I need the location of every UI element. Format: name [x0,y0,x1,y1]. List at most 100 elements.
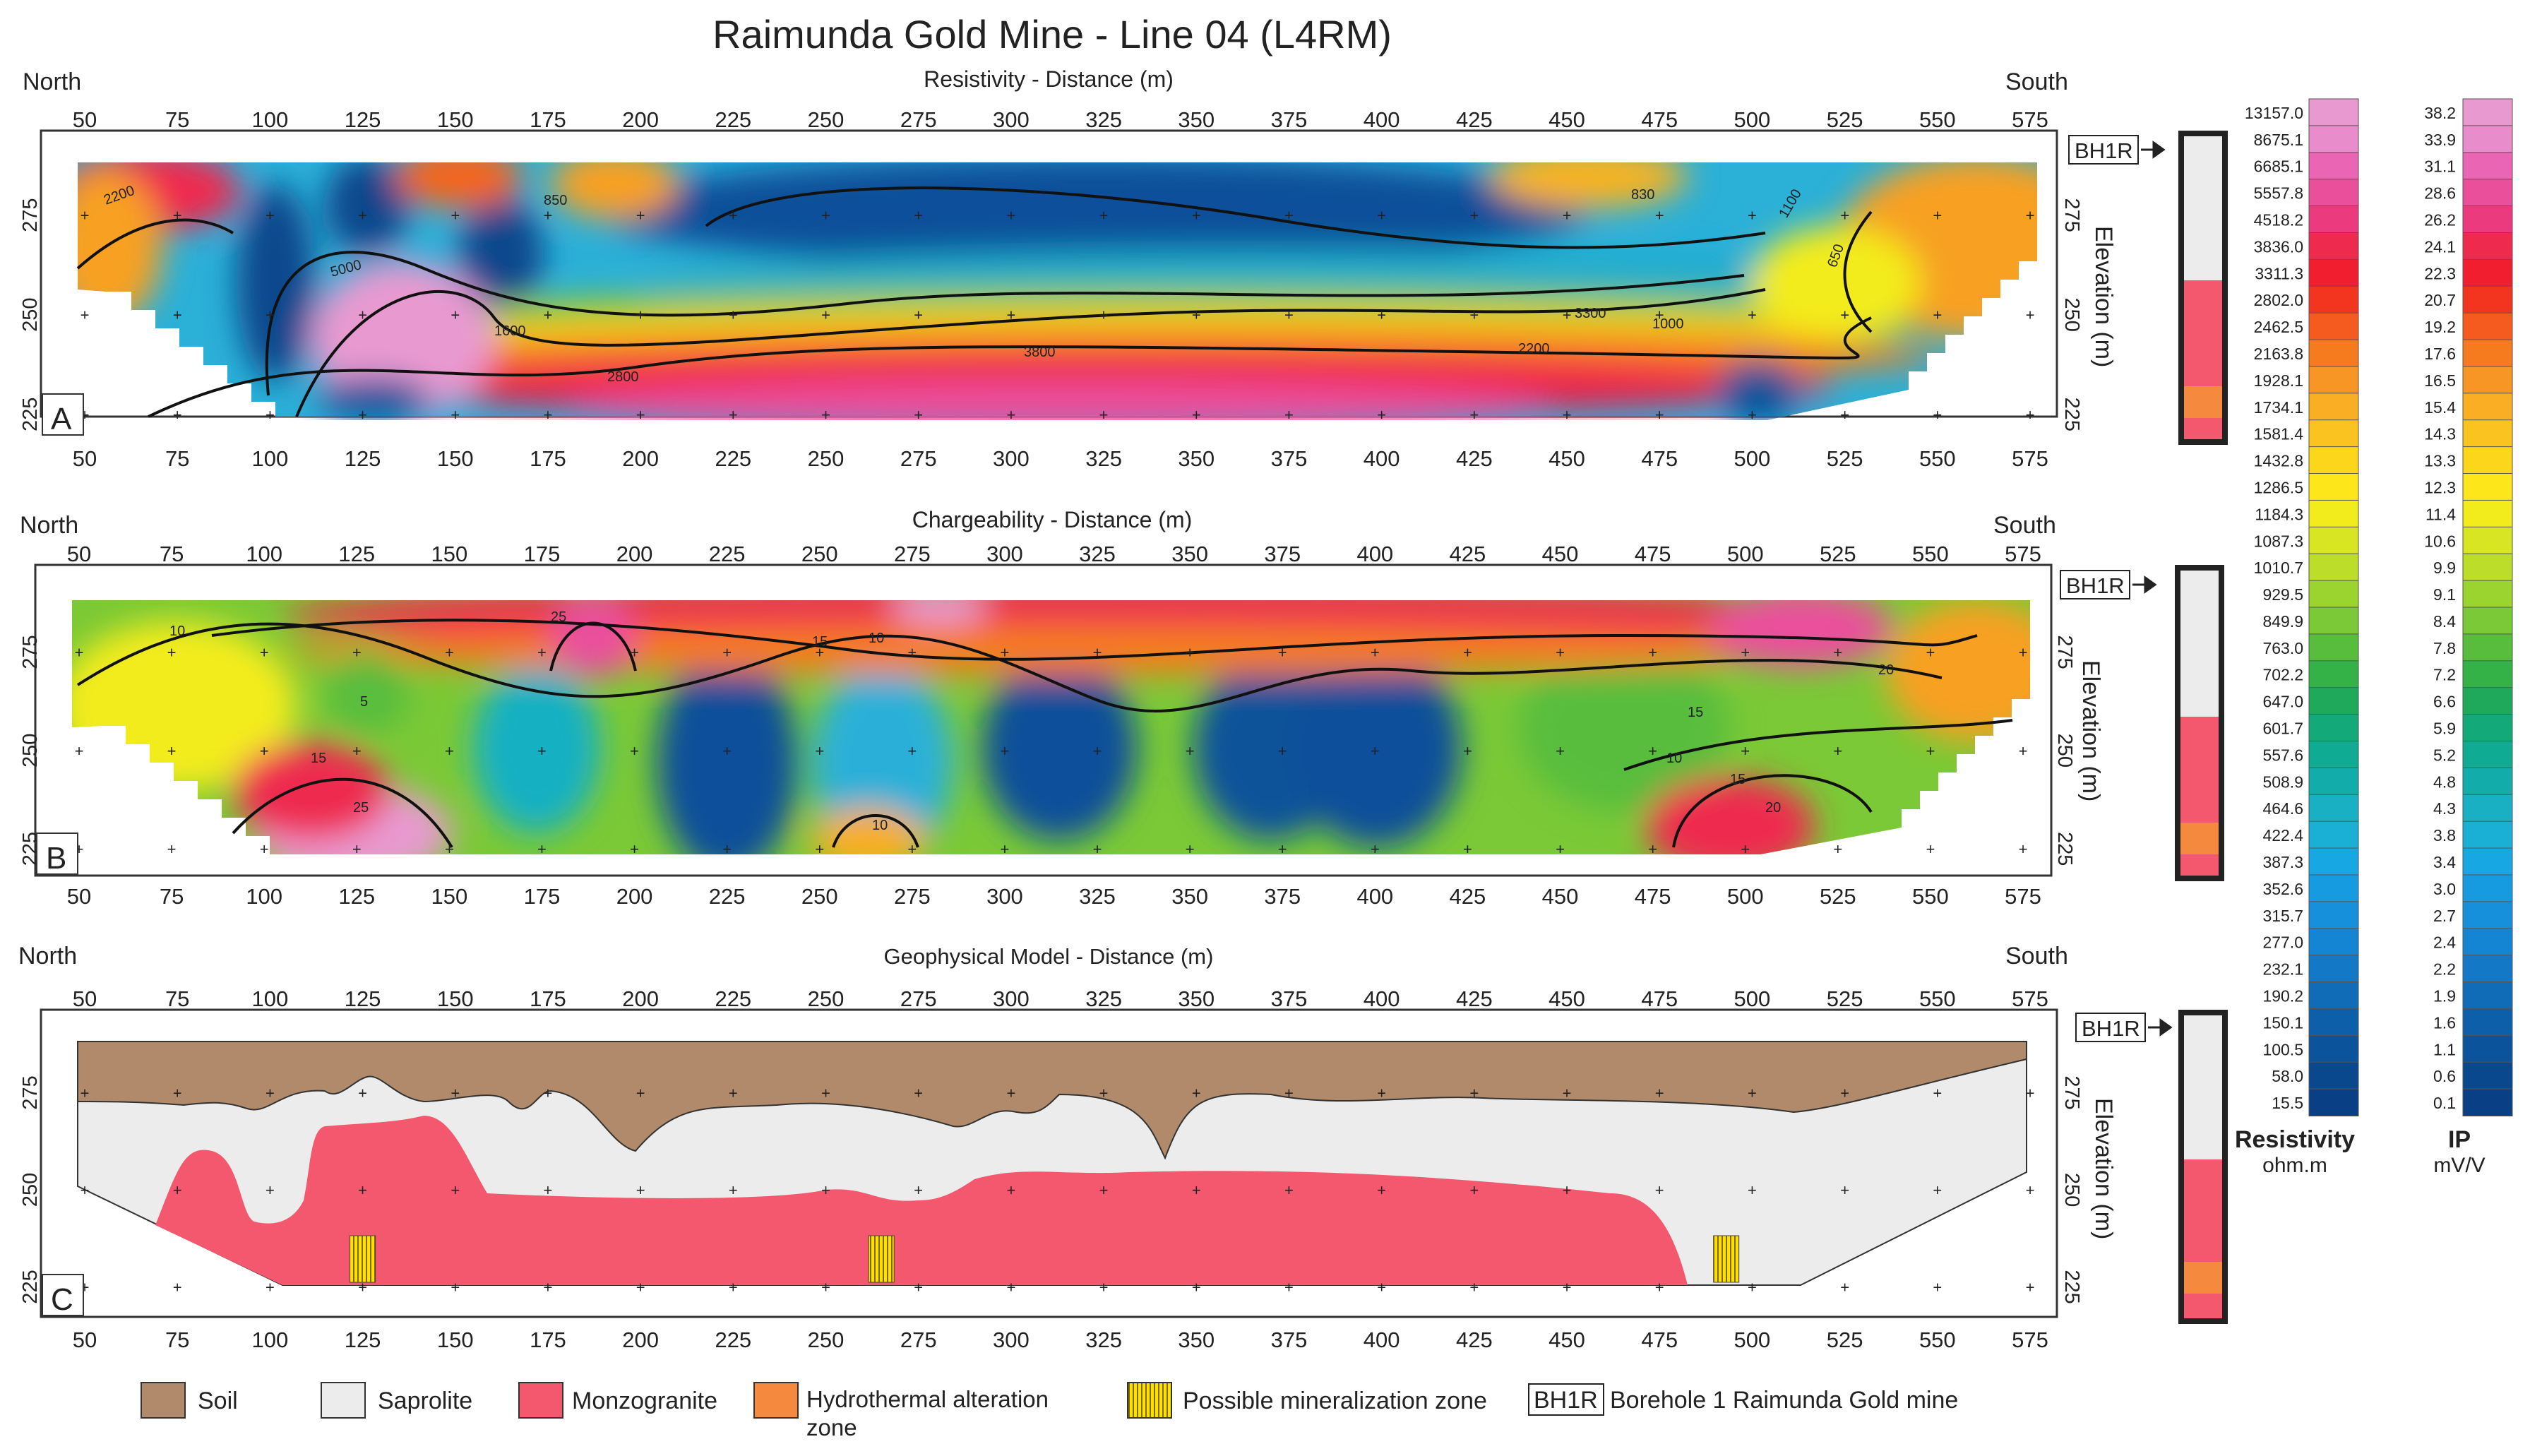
resistivity-label-20: 763.0 [2262,639,2303,657]
contour-label-b-12: 10 [1666,751,1682,766]
y-tick-right-a-0: 225 [2060,398,2083,431]
panel-b-contours [76,619,2013,849]
resistivity-label-3: 5557.8 [2254,184,2303,203]
y-tick-left-c-2: 275 [19,1075,42,1109]
grid-mark-b-16-0: + [1556,840,1565,858]
grid-mark-b-1-1: + [167,742,177,760]
grid-mark-a-0-1: + [80,306,90,324]
ip-swatch-34 [2462,1008,2513,1037]
grid-mark-a-12-1: + [1192,306,1201,324]
contour-label-b-2: 15 [812,634,828,650]
ip-swatch-4 [2462,205,2513,234]
grid-mark-a-11-0: + [1099,406,1109,424]
x-tick-bottom-a-1: 75 [165,446,189,471]
x-tick-bottom-a-17: 475 [1641,446,1678,471]
panel-a-grid-marks: + + + + + + + + + + + + + + + + + + + + + + + + + + + + + + + + + + + + + + + +… [80,207,2035,424]
grid-mark-a-6-1: + [636,306,645,324]
grid-mark-c-4-2: + [450,1085,460,1102]
grid-mark-b-5-0: + [537,840,547,858]
grid-mark-c-11-0: + [1099,1279,1109,1296]
grid-mark-a-1-2: + [173,207,182,225]
x-tick-bottom-c-21: 575 [2012,1327,2048,1352]
grid-mark-a-10-1: + [1006,306,1015,324]
x-tick-top-a-19: 525 [1827,107,1863,132]
panel-a-north-label: North [23,68,81,95]
ip-label-22: 6.6 [2433,693,2456,711]
x-tick-bottom-a-11: 325 [1085,446,1122,471]
grid-mark-b-2-2: + [260,644,269,662]
panel-c-elevation-label: Elevation (m) [2090,1098,2117,1239]
resistivity-label-35: 100.5 [2262,1040,2303,1058]
grid-mark-b-1-0: + [167,840,177,858]
resistivity-colorbar-title: Resistivity [2235,1126,2355,1153]
x-tick-top-c-17: 475 [1641,986,1678,1011]
resistivity-label-24: 557.6 [2262,746,2303,764]
ip-swatch-29 [2462,874,2513,902]
ip-swatch-24 [2462,740,2513,769]
grid-mark-a-9-2: + [914,207,923,225]
grid-mark-b-15-1: + [1463,742,1472,760]
contour-label-b-0: 10 [169,623,185,639]
contour-label-b-5: 15 [311,751,326,766]
ip-label-4: 26.2 [2424,211,2456,229]
x-tick-top-c-16: 450 [1549,986,1585,1011]
legend-swatch-saprolite [321,1382,366,1419]
grid-mark-b-18-1: + [1741,742,1750,760]
panel-c-x-ticks-bottom: 50 75 100 125 150 175 200 225 250 275 300 325 350 375… [73,1327,2048,1352]
grid-mark-c-6-2: + [636,1085,645,1102]
contour-label-b-10: 15 [1730,772,1746,787]
grid-mark-b-14-2: + [1371,644,1380,662]
grid-mark-a-3-2: + [358,207,367,225]
y-tick-left-c-1: 250 [19,1173,42,1207]
x-tick-top-a-5: 175 [530,107,566,132]
x-tick-top-b-17: 475 [1635,542,1671,566]
x-tick-bottom-c-14: 400 [1364,1327,1400,1352]
resistivity-swatch-24 [2308,740,2359,769]
grid-mark-a-12-2: + [1192,207,1201,225]
x-tick-bottom-c-20: 550 [1919,1327,1956,1352]
grid-mark-b-5-2: + [537,644,547,662]
grid-mark-b-9-0: + [907,840,917,858]
x-tick-bottom-a-0: 50 [73,446,97,471]
x-tick-top-c-10: 300 [993,986,1030,1011]
grid-mark-b-0-1: + [75,742,84,760]
panel-a-title: Resistivity - Distance (m) [924,66,1174,92]
grid-mark-b-13-0: + [1278,840,1287,858]
resistivity-swatch-7 [2308,285,2359,314]
x-tick-top-b-16: 450 [1542,542,1579,566]
x-tick-bottom-c-6: 200 [622,1327,659,1352]
grid-mark-c-0-2: + [80,1085,90,1102]
x-tick-bottom-a-19: 525 [1827,446,1863,471]
resistivity-swatch-33 [2308,981,2359,1010]
grid-mark-a-18-1: + [1748,306,1757,324]
resistivity-label-30: 315.7 [2262,907,2303,925]
resistivity-colorbar-swatches [2308,98,2359,1116]
grid-mark-a-13-2: + [1284,207,1294,225]
grid-mark-a-9-0: + [914,406,923,424]
resistivity-swatch-31 [2308,928,2359,956]
resistivity-label-11: 1734.1 [2254,398,2303,417]
x-tick-top-b-13: 375 [1264,542,1301,566]
panel-a-letter: A [51,402,72,436]
grid-mark-b-17-2: + [1648,644,1657,662]
x-tick-top-b-7: 225 [709,542,746,566]
ip-label-21: 7.2 [2433,666,2456,684]
legend-label-alteration: Hydrothermal alteration zone [806,1386,1055,1440]
resistivity-label-25: 508.9 [2262,772,2303,791]
ip-label-34: 1.6 [2433,1013,2456,1032]
ip-swatch-12 [2462,419,2513,448]
resistivity-blob-pink-left [311,261,494,417]
grid-mark-a-14-1: + [1377,306,1386,324]
ip-swatch-33 [2462,981,2513,1010]
ip-swatch-5 [2462,232,2513,261]
ip-colorbar-swatches [2462,98,2513,1116]
resistivity-blob-orange-n2 [551,162,678,219]
grid-mark-b-4-0: + [445,840,454,858]
grid-mark-b-21-0: + [2019,840,2028,858]
x-tick-bottom-b-13: 375 [1264,884,1301,909]
ip-swatch-31 [2462,928,2513,956]
resistivity-blob-blue-left3 [459,198,544,311]
panel-b-elevation-label: Elevation (m) [2077,660,2104,801]
contour-label-a-2: 3800 [1024,345,1056,360]
